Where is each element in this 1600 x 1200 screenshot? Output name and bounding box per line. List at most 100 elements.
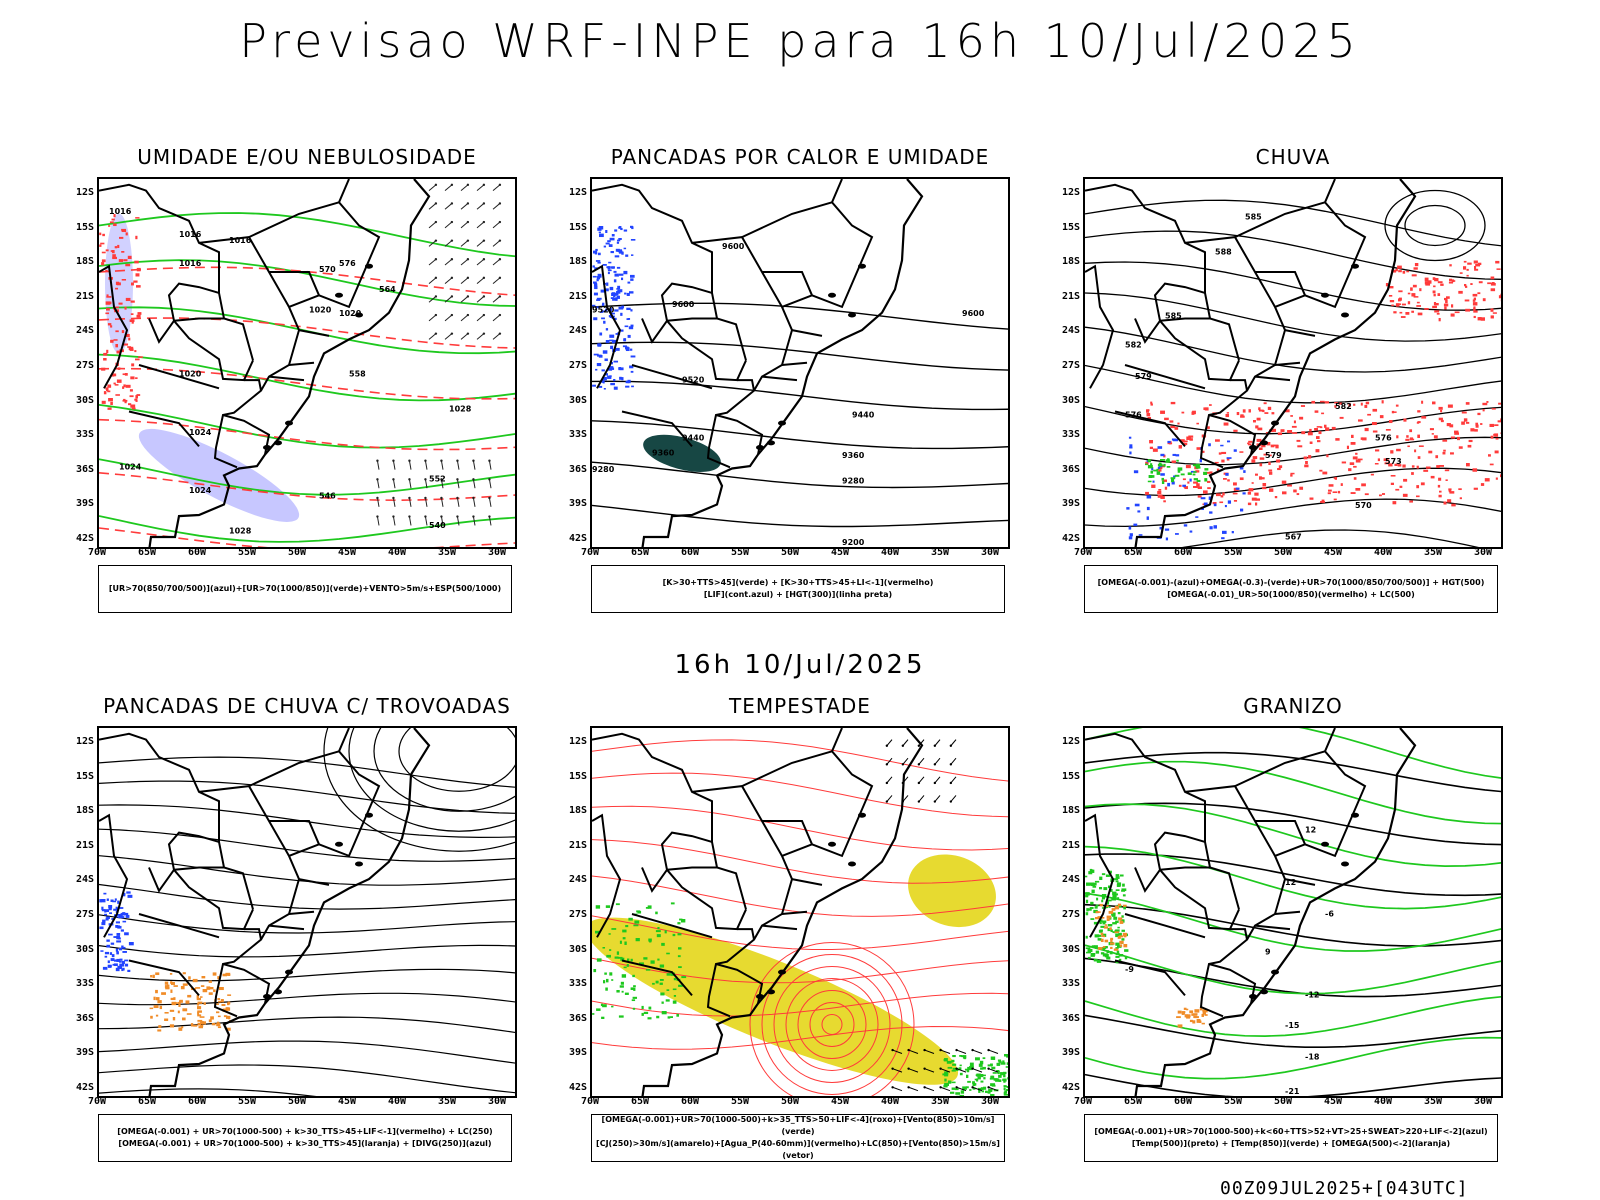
- longitude-tick-label: 50W: [1273, 1096, 1293, 1107]
- longitude-tick-label: 45W: [337, 1096, 357, 1107]
- contour-label: -6: [1325, 909, 1334, 918]
- contour-label: 579: [1265, 451, 1282, 460]
- forecast-time-subtitle: 16h 10/Jul/2025: [674, 650, 926, 680]
- latitude-tick-label: 27S: [1061, 909, 1080, 920]
- latitude-tick-label: 33S: [568, 429, 587, 441]
- forecast-map: [590, 726, 1010, 1098]
- map-canvas: -6 -9 -12 -15 -18 -21 12 12 9: [1085, 728, 1501, 1096]
- longitude-tick-label: 35W: [437, 1096, 457, 1107]
- contour-label: -12: [1305, 991, 1319, 1000]
- contour-label: 1016: [109, 207, 132, 216]
- map-canvas: 9600 9600 9600 9520 9520 9440 9440 9360 9360 9280…: [592, 179, 1008, 547]
- contour-label: 9600: [722, 242, 745, 251]
- longitude-tick-label: 60W: [680, 547, 700, 558]
- contour-label: 579: [1135, 372, 1152, 381]
- legend-line: [UR>70(850/700/500)](azul)+[UR>70(1000/8…: [108, 584, 502, 593]
- latitude-tick-label: 24S: [1061, 325, 1080, 337]
- latitude-tick-label: 15S: [1061, 221, 1080, 233]
- contour-label: 9200: [842, 538, 865, 547]
- latitude-tick-label: 30S: [1061, 943, 1080, 955]
- contour-label: 1020: [339, 309, 362, 318]
- contour-label: 576: [1375, 434, 1392, 443]
- longitude-tick-label: 70W: [87, 547, 107, 558]
- longitude-tick-label: 70W: [1073, 1096, 1093, 1107]
- contour-label: 585: [1165, 312, 1182, 321]
- contour-label: -18: [1305, 1052, 1320, 1061]
- longitude-tick-label: 40W: [880, 547, 900, 558]
- longitude-tick-label: 30W: [980, 547, 1000, 558]
- latitude-tick-label: 42S: [568, 1082, 587, 1093]
- longitude-tick-label: 30W: [1473, 547, 1493, 558]
- latitude-tick-label: 27S: [568, 360, 587, 371]
- latitude-tick-label: 33S: [1061, 978, 1080, 990]
- latitude-tick-label: 33S: [75, 978, 94, 990]
- latitude-tick-label: 27S: [568, 909, 587, 920]
- panel-legend: [OMEGA(-0.001) + UR>70(1000-500) + k>30_…: [98, 1114, 512, 1162]
- longitude-tick-label: 40W: [880, 1096, 900, 1107]
- main-title: Previsao WRF-INPE para 16h 10/Jul/2025: [239, 14, 1361, 68]
- legend-line: [OMEGA(-0.001) + UR>70(1000-500) + k>30_…: [117, 1127, 493, 1136]
- longitude-tick-label: 30W: [487, 547, 507, 558]
- longitude-tick-label: 40W: [1373, 1096, 1393, 1107]
- latitude-tick-label: 18S: [75, 256, 94, 268]
- longitude-tick-label: 50W: [287, 1096, 307, 1107]
- latitude-tick-label: 42S: [1061, 533, 1080, 544]
- contour-label: 9440: [682, 434, 705, 443]
- longitude-tick-label: 45W: [1323, 547, 1343, 558]
- map-canvas: [99, 728, 515, 1096]
- latitude-tick-label: 39S: [1061, 498, 1080, 510]
- contour-label: 552: [429, 474, 446, 483]
- panel-title: PANCADAS DE CHUVA C/ TROVOADAS: [103, 694, 511, 718]
- contour-label: 1024: [189, 486, 212, 495]
- latitude-tick-label: 30S: [568, 943, 587, 955]
- latitude-tick-label: 36S: [75, 463, 94, 475]
- contour-label: 585: [1245, 213, 1262, 222]
- contour-label: 570: [1355, 501, 1372, 510]
- longitude-tick-label: 55W: [1223, 1096, 1243, 1107]
- longitude-tick-label: 70W: [580, 1096, 600, 1107]
- latitude-tick-label: 18S: [568, 805, 587, 817]
- longitude-tick-label: 55W: [730, 547, 750, 558]
- latitude-tick-label: 36S: [568, 463, 587, 475]
- latitude-tick-label: 27S: [75, 360, 94, 371]
- longitude-tick-label: 55W: [730, 1096, 750, 1107]
- longitude-tick-label: 40W: [387, 1096, 407, 1107]
- contour-label: 1016: [179, 259, 202, 268]
- latitude-tick-label: 15S: [1061, 770, 1080, 782]
- contour-label: 1020: [309, 306, 332, 315]
- map-canvas: 1016 1016 1016 1016 1020 1020 1024 1024 1028 1028…: [99, 179, 515, 547]
- longitude-tick-label: 60W: [1173, 547, 1193, 558]
- legend-line: [OMEGA(-0.001) + UR>70(1000-500) + k>30_…: [118, 1139, 492, 1148]
- legend-line: [OMEGA(-0.001)+UR>70(1000-500)+k<60+TTS>…: [1094, 1127, 1488, 1136]
- latitude-tick-label: 12S: [1061, 187, 1080, 198]
- contour-label: -21: [1285, 1087, 1300, 1096]
- longitude-tick-label: 45W: [337, 547, 357, 558]
- longitude-tick-label: 60W: [187, 1096, 207, 1107]
- contour-label: 582: [1125, 341, 1142, 350]
- contour-label: 9600: [672, 300, 695, 309]
- longitude-tick-label: 50W: [1273, 547, 1293, 558]
- latitude-tick-label: 15S: [568, 221, 587, 233]
- latitude-tick-label: 15S: [75, 221, 94, 233]
- contour-label: 9280: [592, 465, 615, 474]
- forecast-map: [97, 726, 517, 1098]
- latitude-tick-label: 36S: [1061, 463, 1080, 475]
- latitude-tick-label: 12S: [1061, 736, 1080, 747]
- contour-label: 9600: [962, 309, 985, 318]
- longitude-tick-label: 30W: [980, 1096, 1000, 1107]
- latitude-tick-label: 39S: [75, 1047, 94, 1059]
- latitude-tick-label: 24S: [568, 325, 587, 337]
- panel-legend: [K>30+TTS>45](verde) + [K>30+TTS>45+LI<-…: [591, 565, 1005, 613]
- latitude-tick-label: 39S: [75, 498, 94, 510]
- forecast-map: 1016 1016 1016 1016 1020 1020 1024 1024 1028 1028…: [97, 177, 517, 549]
- latitude-tick-label: 24S: [1061, 874, 1080, 886]
- forecast-map: -6 -9 -12 -15 -18 -21 12 12 9: [1083, 726, 1503, 1098]
- longitude-tick-label: 30W: [487, 1096, 507, 1107]
- latitude-tick-label: 12S: [568, 736, 587, 747]
- longitude-tick-label: 35W: [930, 547, 950, 558]
- latitude-tick-label: 21S: [75, 839, 94, 851]
- contour-label: 1028: [449, 405, 472, 414]
- contour-label: 1020: [179, 370, 202, 379]
- panel-title: UMIDADE E/OU NEBULOSIDADE: [137, 145, 477, 169]
- latitude-tick-label: 21S: [75, 290, 94, 302]
